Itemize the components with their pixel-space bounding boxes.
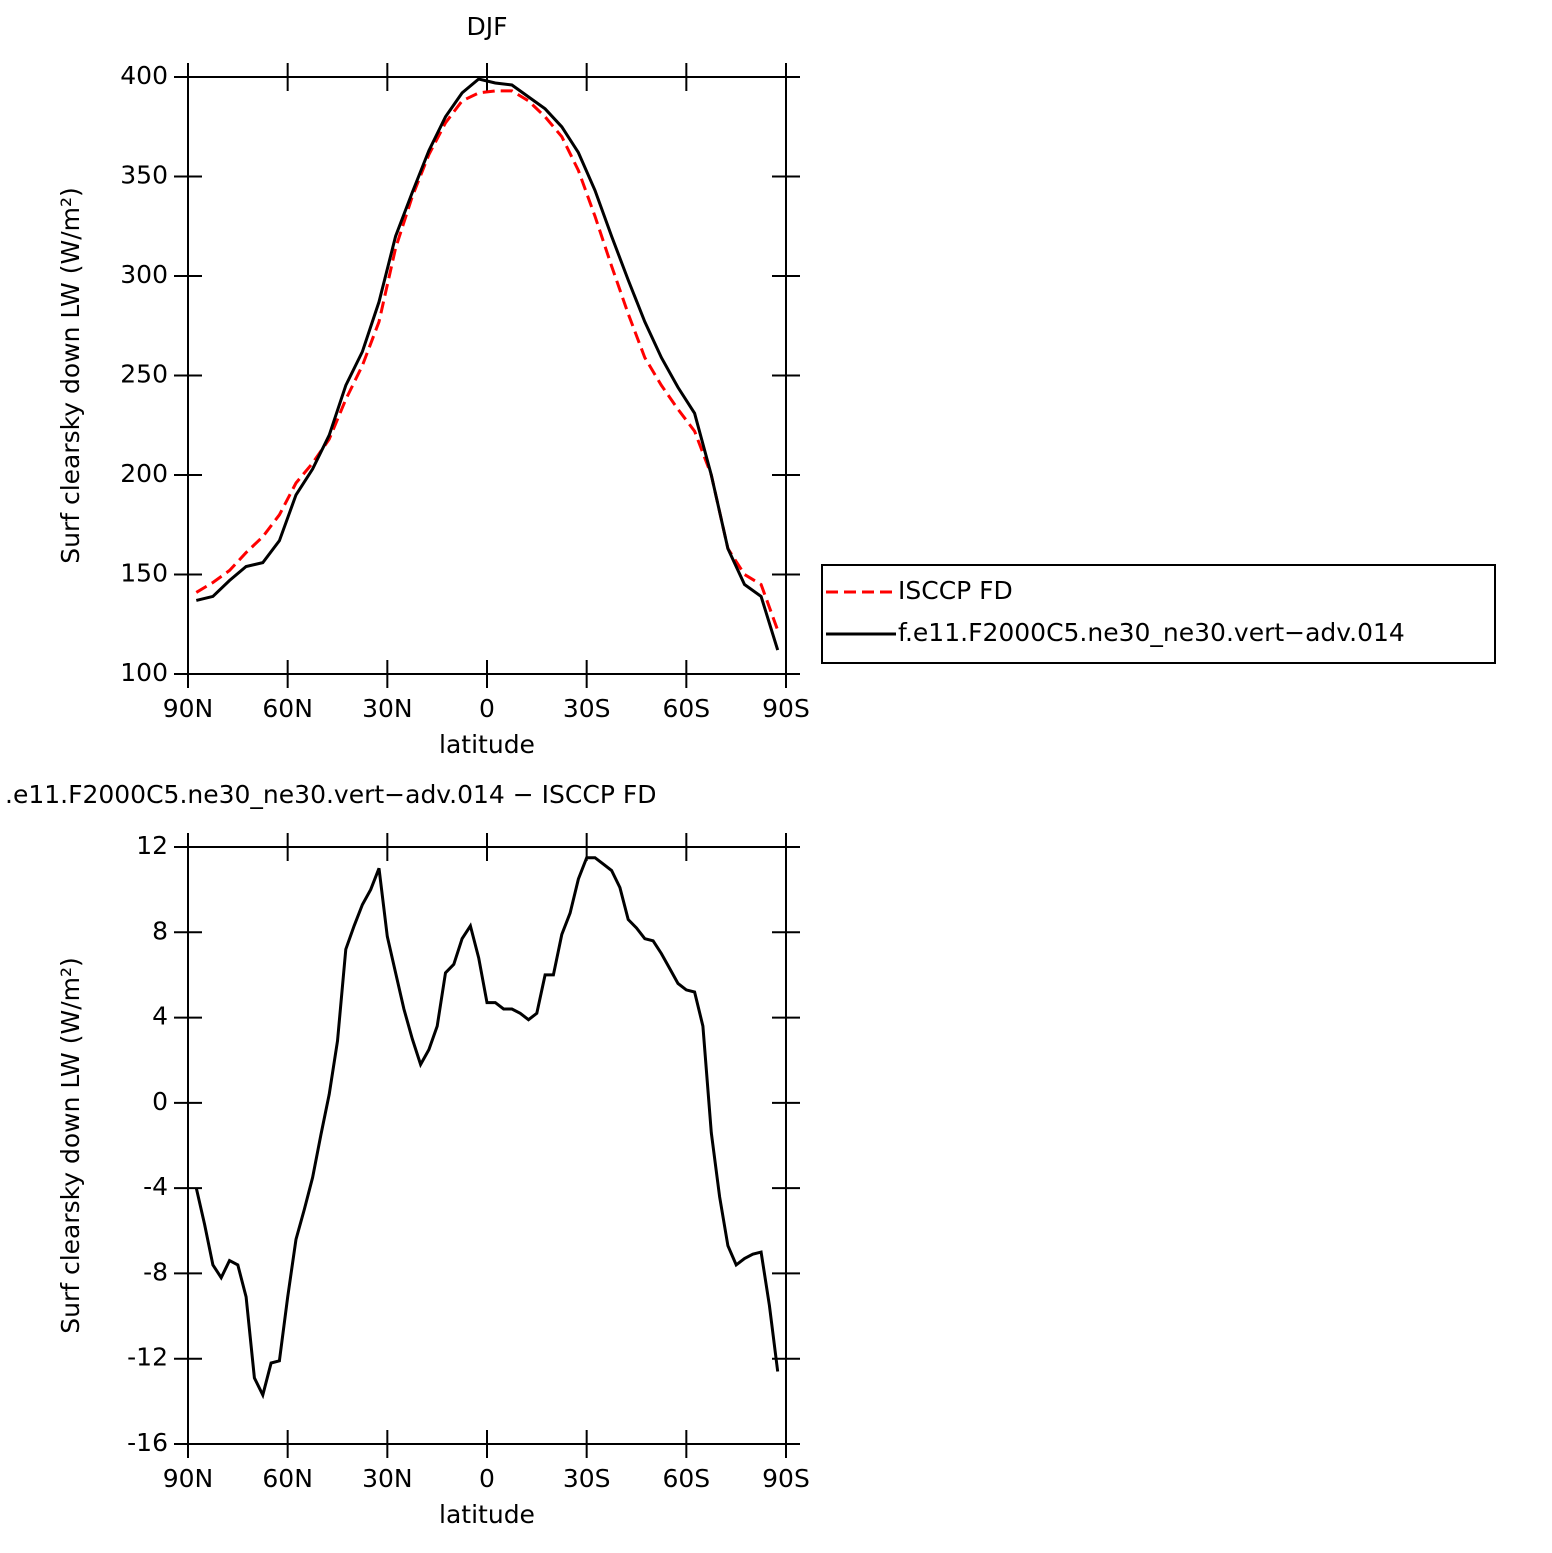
chart-title: .e11.F2000C5.ne30_ne30.vert−adv.014 − IS… xyxy=(5,780,656,809)
data-line xyxy=(195,77,780,651)
x-tick-label: 30N xyxy=(362,694,413,723)
x-tick-label: 30N xyxy=(362,1464,413,1493)
y-tick-label: 200 xyxy=(120,459,168,488)
plot-frame xyxy=(187,846,787,1445)
x-tick-label: 60S xyxy=(662,1464,710,1493)
y-tick-label: 400 xyxy=(120,61,168,90)
x-tick-label: 90S xyxy=(762,694,810,723)
y-tick-label: 350 xyxy=(120,161,168,190)
chart-title: DJF xyxy=(466,12,507,41)
y-tick-label: 0 xyxy=(152,1087,168,1116)
y-tick-label: -12 xyxy=(127,1343,168,1372)
x-tick-label: 60S xyxy=(662,694,710,723)
y-tick-label: 8 xyxy=(152,916,168,945)
y-axis-label: Surf clearsky down LW (W/m²) xyxy=(56,957,85,1334)
legend-label: ISCCP FD xyxy=(898,576,1013,605)
y-tick-label: -4 xyxy=(143,1172,168,1201)
y-tick-label: 100 xyxy=(120,658,168,687)
x-tick-label: 60N xyxy=(262,694,313,723)
x-tick-label: 90N xyxy=(163,1464,214,1493)
x-tick-label: 0 xyxy=(479,1464,495,1493)
x-tick-label: 90N xyxy=(163,694,214,723)
x-tick-label: 60N xyxy=(262,1464,313,1493)
plot-frame xyxy=(187,76,787,675)
x-axis-label: latitude xyxy=(439,730,535,759)
legend-label: f.e11.F2000C5.ne30_ne30.vert−adv.014 xyxy=(898,618,1405,647)
x-tick-label: 30S xyxy=(563,1464,611,1493)
data-line xyxy=(194,856,780,1400)
y-tick-label: 300 xyxy=(120,260,168,289)
y-tick-label: 250 xyxy=(120,360,168,389)
legend-box xyxy=(821,564,1496,664)
x-axis-label: latitude xyxy=(439,1500,535,1529)
x-tick-label: 90S xyxy=(762,1464,810,1493)
y-tick-label: 4 xyxy=(152,1002,168,1031)
data-line xyxy=(195,89,780,631)
y-tick-label: -16 xyxy=(127,1428,168,1457)
y-tick-label: 12 xyxy=(136,831,168,860)
y-axis-label: Surf clearsky down LW (W/m²) xyxy=(56,187,85,564)
x-tick-label: 0 xyxy=(479,694,495,723)
y-tick-label: 150 xyxy=(120,559,168,588)
y-tick-label: -8 xyxy=(143,1257,168,1286)
x-tick-label: 30S xyxy=(563,694,611,723)
